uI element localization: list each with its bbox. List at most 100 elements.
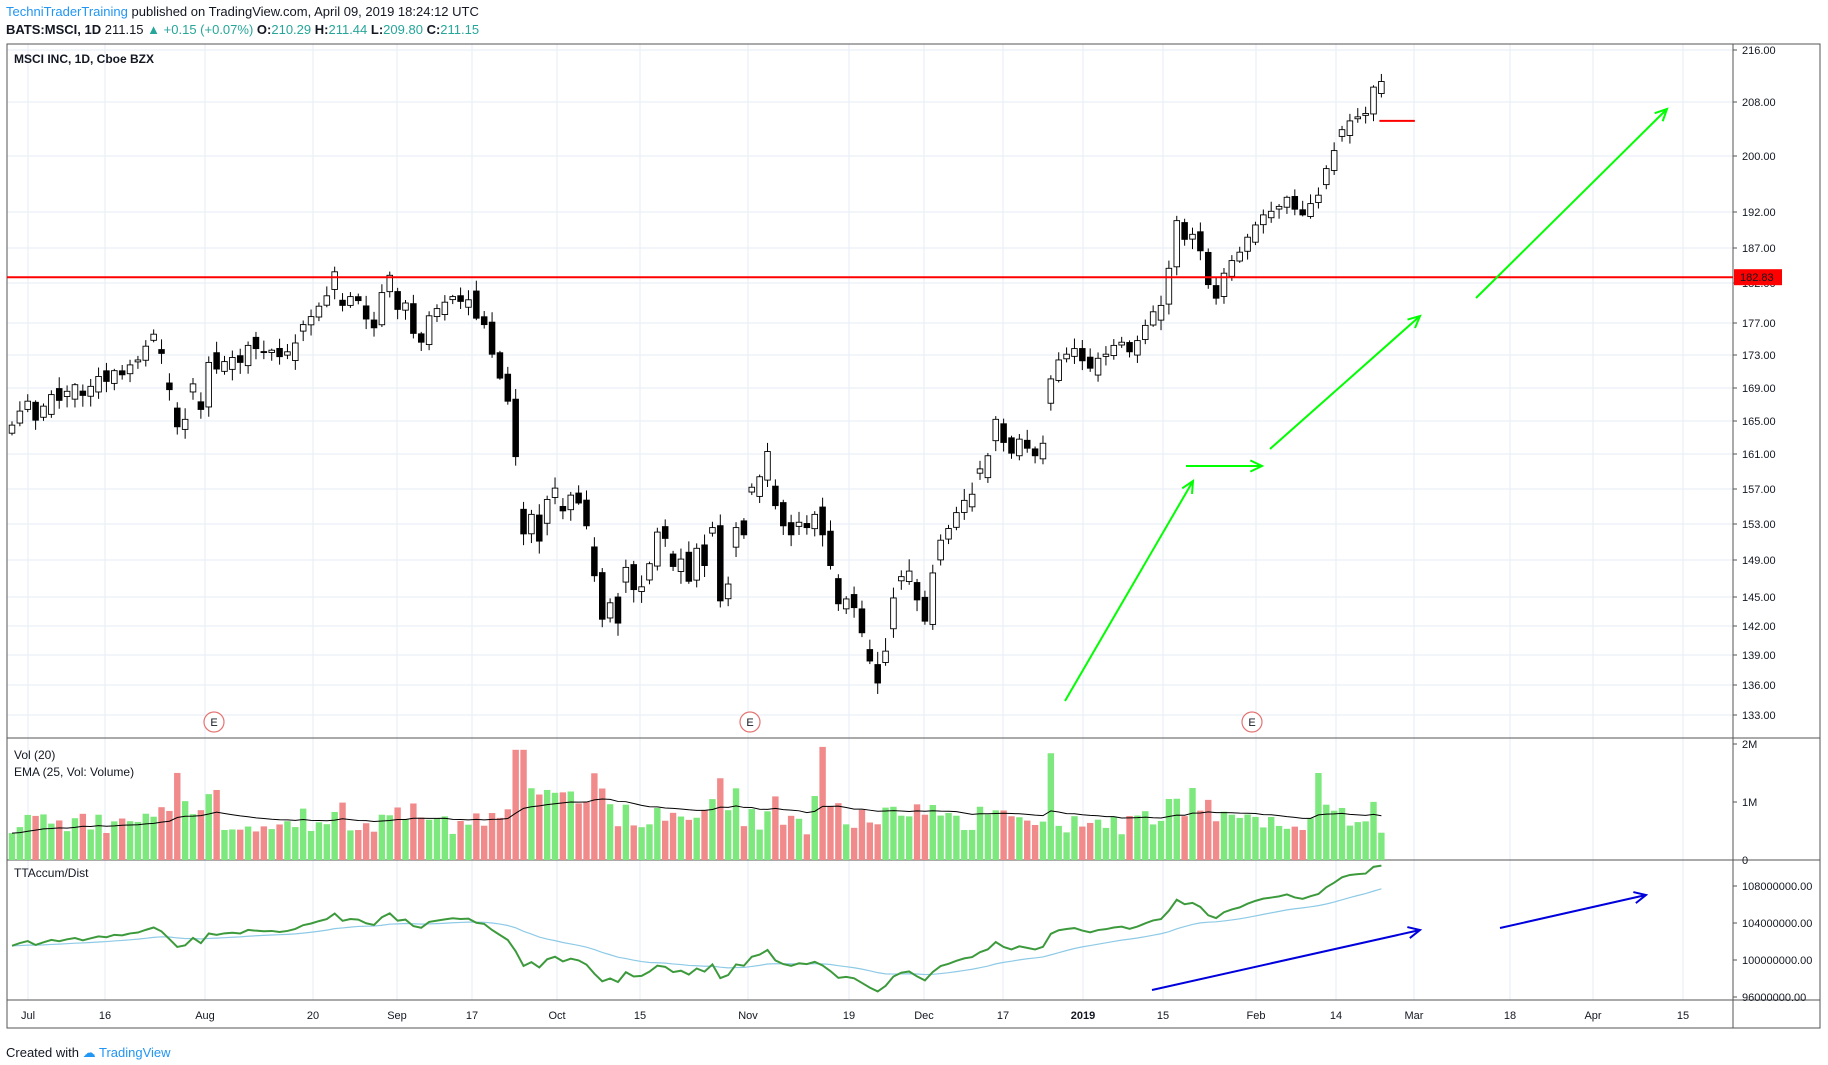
candle-body-up (606, 602, 614, 619)
candle-body-down (669, 553, 677, 567)
candle-body-down (166, 382, 173, 391)
volume-bar (764, 811, 771, 860)
volume-bar (803, 834, 811, 860)
candle (882, 638, 889, 666)
candle-body-down (473, 290, 480, 319)
volume-bar (8, 833, 16, 860)
candle (559, 498, 567, 520)
candle (1023, 429, 1031, 453)
volume-bar (1315, 773, 1322, 860)
volume-bar (244, 826, 252, 860)
candle-body-down (835, 578, 842, 605)
volume-bar (819, 746, 826, 860)
price-tick-label: 200.00 (1742, 151, 1776, 163)
volume-bar (134, 821, 142, 860)
volume-bar (449, 833, 456, 860)
candle (1118, 336, 1125, 348)
chart-canvas[interactable]: 216.00208.00200.00192.00187.00182.00177.… (0, 0, 1828, 1040)
candle (583, 490, 590, 530)
volume-ema-line (11, 798, 1382, 834)
candle (299, 320, 307, 342)
candle-body-up (992, 418, 1000, 442)
candle (512, 389, 519, 466)
candle-body-up (1055, 359, 1062, 381)
volume-bar (1354, 822, 1361, 860)
candle-body-down (488, 321, 496, 355)
candle-body-up (1354, 116, 1362, 120)
price-tick-label: 208.00 (1742, 97, 1776, 109)
candle (835, 574, 842, 611)
change-value: +0.15 (+0.07%) (163, 22, 254, 37)
candle-body-up (1236, 251, 1243, 262)
volume-bar (1260, 827, 1267, 860)
volume-bar (32, 815, 39, 860)
trend-arrow-2-head (1407, 314, 1422, 329)
earnings-circle (739, 711, 761, 733)
volume-bar (1079, 826, 1086, 860)
trend-arrow-flat-head (1249, 459, 1265, 473)
volume-bar (1220, 811, 1228, 860)
candle-body-up (189, 383, 197, 393)
volume-bar (213, 789, 220, 860)
earnings-label: E (746, 717, 753, 729)
candle-body-up (1189, 233, 1196, 240)
candle-body-down (614, 596, 622, 624)
candle (1055, 352, 1062, 383)
candle-body-down (1299, 209, 1306, 216)
earnings-label: E (210, 717, 217, 729)
volume-bar (347, 830, 354, 860)
volume-bar (1212, 821, 1220, 860)
x-tick-label: 20 (307, 1010, 319, 1022)
candle-body-down (921, 596, 929, 622)
candle-body-down (370, 319, 378, 329)
volume-bar (748, 809, 755, 860)
candle (701, 534, 708, 578)
candle-body-down (339, 299, 346, 306)
volume-bar (1283, 828, 1291, 860)
volume-bar (898, 815, 905, 860)
candle-body-down (1291, 196, 1299, 210)
candle (292, 334, 299, 370)
volume-bar (1197, 810, 1204, 860)
volume-bar (1086, 822, 1094, 860)
author-link[interactable]: TechniTraderTraining (6, 4, 128, 19)
volume-bar (441, 816, 449, 860)
candle-body-down (874, 664, 881, 684)
volume-bar (158, 807, 165, 860)
candle (504, 366, 512, 405)
candle (913, 578, 921, 612)
candle-body-up (1370, 86, 1377, 115)
tradingview-brand-link[interactable]: TradingView (99, 1045, 171, 1060)
candle (1338, 125, 1346, 142)
candle-body-down (701, 544, 708, 566)
resistance-price-tag (1734, 269, 1782, 286)
price-tick-label: 157.00 (1742, 484, 1776, 496)
volume-bar (1000, 810, 1007, 860)
volume-bar (1173, 798, 1180, 860)
volume-bar (866, 822, 874, 860)
volume-bar (1094, 819, 1102, 860)
candle-body-down (536, 514, 543, 542)
volume-bar (575, 803, 582, 860)
candle (307, 309, 315, 336)
candle-body-up (150, 333, 157, 341)
candle-body-down (213, 352, 220, 370)
candle-body-up (16, 410, 24, 424)
candle-body-up (1244, 236, 1251, 252)
candle (386, 271, 394, 298)
candle (402, 299, 409, 320)
candle-body-down (803, 523, 811, 529)
candle (339, 293, 346, 312)
trend-arrow-flat (1186, 459, 1265, 473)
candle (976, 460, 984, 480)
price-tick-label: 169.00 (1742, 383, 1776, 395)
candle (992, 416, 1000, 452)
volume-bar (126, 821, 134, 860)
accum-tick-label: 100000000.00 (1742, 955, 1812, 967)
volume-bar (1055, 825, 1062, 860)
candle-body-up (543, 499, 551, 524)
candle-body-down (1197, 231, 1204, 252)
volume-bar (685, 819, 693, 860)
volume-bar (953, 815, 960, 860)
candle-body-down (276, 347, 283, 358)
